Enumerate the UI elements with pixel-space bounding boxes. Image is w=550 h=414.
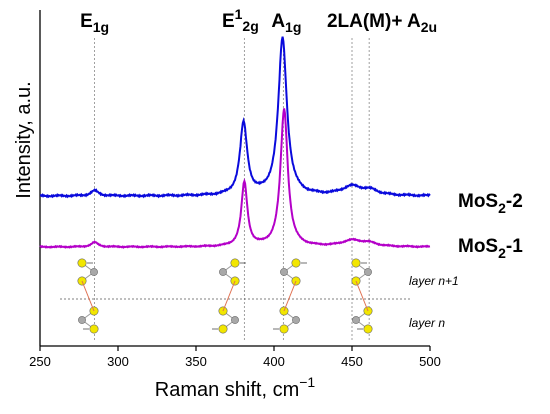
peak-labels: E1g E12g A1g 2LA(M)+ A2u <box>80 6 437 35</box>
atom <box>291 258 301 268</box>
atom <box>280 268 288 276</box>
atom <box>90 268 98 276</box>
y-axis-title: Intensity, a.u. <box>13 81 35 198</box>
series-line-2 <box>39 108 431 249</box>
atom <box>78 316 86 324</box>
bond <box>355 280 369 312</box>
vibration-mode-diagrams <box>77 258 373 334</box>
atom <box>351 258 361 268</box>
atom <box>363 324 373 334</box>
atom <box>77 258 87 268</box>
atom <box>89 324 99 334</box>
series-label: MoS2-1 <box>458 236 523 261</box>
x-tick-label: 450 <box>341 354 363 369</box>
series-lines <box>39 36 431 249</box>
peak-label: E1g <box>80 11 109 35</box>
x-axis-ticks: 250 300 350 400 450 500 <box>29 346 441 369</box>
atom <box>231 316 239 324</box>
series-label: MoS2-2 <box>458 191 523 216</box>
peak-label: E12g <box>222 6 259 34</box>
atom <box>219 268 227 276</box>
bond <box>283 280 297 312</box>
series-line-1 <box>40 36 431 199</box>
atom <box>364 268 372 276</box>
peak-marker-lines <box>94 38 370 340</box>
x-tick-label: 500 <box>419 354 441 369</box>
bond <box>222 280 236 312</box>
x-tick-label: 300 <box>107 354 129 369</box>
x-axis-title: Raman shift, cm−1 <box>155 374 316 401</box>
x-tick-label: 250 <box>29 354 51 369</box>
peak-label: 2LA(M)+ A2u <box>327 11 437 35</box>
layer-label-lower: layer n <box>409 316 445 330</box>
atom <box>218 324 228 334</box>
bond <box>81 280 95 312</box>
series-labels: MoS2-2 MoS2-1 <box>458 191 523 261</box>
x-tick-label: 400 <box>263 354 285 369</box>
atom <box>352 316 360 324</box>
layer-label-upper: layer n+1 <box>409 274 459 288</box>
peak-label: A1g <box>271 11 301 35</box>
atom <box>292 316 300 324</box>
atom <box>279 324 289 334</box>
x-tick-label: 350 <box>185 354 207 369</box>
atom <box>230 258 240 268</box>
